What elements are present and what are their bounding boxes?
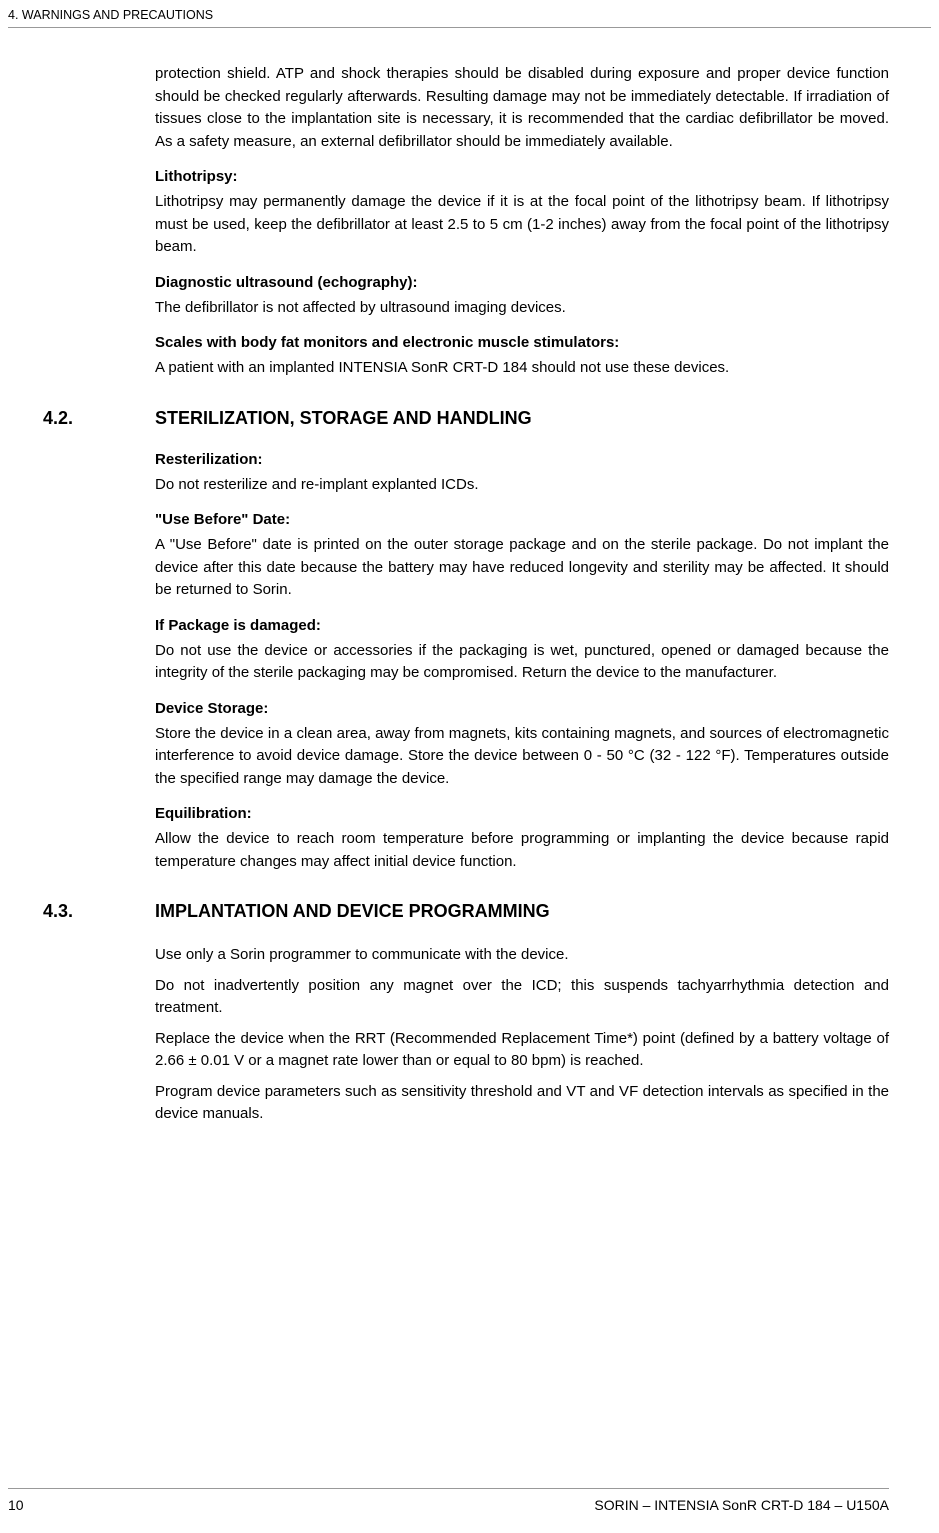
section-42-heading: 4.2. STERILIZATION, STORAGE AND HANDLING xyxy=(43,408,889,429)
lithotripsy-text: Lithotripsy may permanently damage the d… xyxy=(155,191,889,259)
section-43-para2: Do not inadvertently position any magnet… xyxy=(155,975,889,1020)
package-damaged-heading: If Package is damaged: xyxy=(155,617,889,634)
footer-doc-id: SORIN – INTENSIA SonR CRT-D 184 – U150A xyxy=(594,1497,889,1513)
package-damaged-text: Do not use the device or accessories if … xyxy=(155,640,889,685)
main-content: protection shield. ATP and shock therapi… xyxy=(0,28,939,1126)
resterilization-heading: Resterilization: xyxy=(155,451,889,468)
equilibration-text: Allow the device to reach room temperatu… xyxy=(155,828,889,873)
ultrasound-heading: Diagnostic ultrasound (echography): xyxy=(155,274,889,291)
section-43-number: 4.3. xyxy=(43,901,155,922)
footer-divider xyxy=(8,1488,889,1489)
ultrasound-text: The defibrillator is not affected by ult… xyxy=(155,297,889,320)
use-before-text: A "Use Before" date is printed on the ou… xyxy=(155,534,889,602)
page-number: 10 xyxy=(8,1497,24,1513)
section-42-number: 4.2. xyxy=(43,408,155,429)
equilibration-heading: Equilibration: xyxy=(155,805,889,822)
device-storage-text: Store the device in a clean area, away f… xyxy=(155,723,889,791)
use-before-heading: "Use Before" Date: xyxy=(155,511,889,528)
section-43-para4: Program device parameters such as sensit… xyxy=(155,1081,889,1126)
scales-text: A patient with an implanted INTENSIA Son… xyxy=(155,357,889,380)
page-footer: 10 SORIN – INTENSIA SonR CRT-D 184 – U15… xyxy=(0,1488,939,1513)
lithotripsy-heading: Lithotripsy: xyxy=(155,168,889,185)
section-43-title: IMPLANTATION AND DEVICE PROGRAMMING xyxy=(155,901,889,922)
section-43-para1: Use only a Sorin programmer to communica… xyxy=(155,944,889,967)
device-storage-heading: Device Storage: xyxy=(155,700,889,717)
intro-paragraph: protection shield. ATP and shock therapi… xyxy=(155,63,889,153)
section-43-heading: 4.3. IMPLANTATION AND DEVICE PROGRAMMING xyxy=(43,901,889,922)
page-header: 4. WARNINGS AND PRECAUTIONS xyxy=(0,0,939,27)
section-43-para3: Replace the device when the RRT (Recomme… xyxy=(155,1028,889,1073)
scales-heading: Scales with body fat monitors and electr… xyxy=(155,334,889,351)
page-container: 4. WARNINGS AND PRECAUTIONS protection s… xyxy=(0,0,939,1533)
section-42-title: STERILIZATION, STORAGE AND HANDLING xyxy=(155,408,889,429)
chapter-title: 4. WARNINGS AND PRECAUTIONS xyxy=(8,8,213,22)
footer-content: 10 SORIN – INTENSIA SonR CRT-D 184 – U15… xyxy=(8,1497,889,1513)
resterilization-text: Do not resterilize and re-implant explan… xyxy=(155,474,889,497)
